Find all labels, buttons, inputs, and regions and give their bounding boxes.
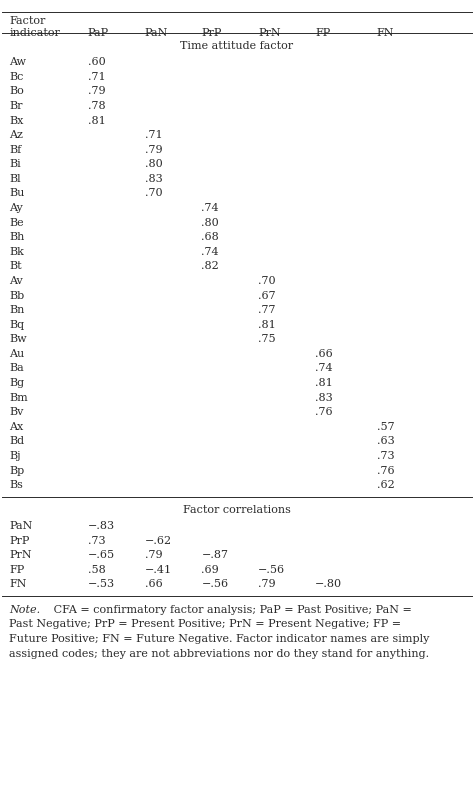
Text: Az: Az bbox=[9, 130, 23, 140]
Text: Bk: Bk bbox=[9, 247, 24, 257]
Text: .76: .76 bbox=[315, 407, 333, 417]
Text: .81: .81 bbox=[258, 320, 276, 330]
Text: .71: .71 bbox=[145, 130, 162, 140]
Text: .73: .73 bbox=[377, 451, 394, 461]
Text: FP: FP bbox=[9, 565, 25, 575]
Text: PrN: PrN bbox=[9, 550, 32, 560]
Text: .74: .74 bbox=[201, 203, 219, 213]
Text: Bx: Bx bbox=[9, 115, 24, 126]
Text: Factor correlations: Factor correlations bbox=[183, 505, 291, 515]
Text: .74: .74 bbox=[201, 247, 219, 257]
Text: indicator: indicator bbox=[9, 28, 60, 38]
Text: .63: .63 bbox=[377, 436, 394, 447]
Text: −.87: −.87 bbox=[201, 550, 228, 560]
Text: −.83: −.83 bbox=[88, 521, 115, 531]
Text: Be: Be bbox=[9, 217, 24, 228]
Text: .58: .58 bbox=[88, 565, 105, 575]
Text: .80: .80 bbox=[145, 160, 162, 169]
Text: Ba: Ba bbox=[9, 363, 24, 374]
Text: Ax: Ax bbox=[9, 422, 24, 431]
Text: .66: .66 bbox=[145, 579, 162, 589]
Text: .81: .81 bbox=[315, 378, 333, 388]
Text: PaN: PaN bbox=[145, 28, 168, 38]
Text: −.56: −.56 bbox=[201, 579, 228, 589]
Text: Bu: Bu bbox=[9, 188, 25, 198]
Text: .83: .83 bbox=[145, 174, 162, 184]
Text: FN: FN bbox=[9, 579, 27, 589]
Text: −.65: −.65 bbox=[88, 550, 115, 560]
Text: .69: .69 bbox=[201, 565, 219, 575]
Text: .83: .83 bbox=[315, 393, 333, 403]
Text: .81: .81 bbox=[88, 115, 105, 126]
Text: −.41: −.41 bbox=[145, 565, 172, 575]
Text: FN: FN bbox=[377, 28, 394, 38]
Text: Past Negative; PrP = Present Positive; PrN = Present Negative; FP =: Past Negative; PrP = Present Positive; P… bbox=[9, 619, 401, 630]
Text: .68: .68 bbox=[201, 233, 219, 242]
Text: Bf: Bf bbox=[9, 144, 22, 155]
Text: .60: .60 bbox=[88, 57, 105, 67]
Text: PrP: PrP bbox=[201, 28, 222, 38]
Text: Bn: Bn bbox=[9, 305, 25, 315]
Text: .75: .75 bbox=[258, 334, 276, 344]
Text: Bp: Bp bbox=[9, 466, 25, 476]
Text: PaN: PaN bbox=[9, 521, 33, 531]
Text: Ay: Ay bbox=[9, 203, 23, 213]
Text: Bj: Bj bbox=[9, 451, 21, 461]
Text: Bs: Bs bbox=[9, 480, 23, 490]
Text: Bd: Bd bbox=[9, 436, 25, 447]
Text: .80: .80 bbox=[201, 217, 219, 228]
Text: assigned codes; they are not abbreviations nor do they stand for anything.: assigned codes; they are not abbreviatio… bbox=[9, 649, 429, 658]
Text: .57: .57 bbox=[377, 422, 394, 431]
Text: Time attitude factor: Time attitude factor bbox=[181, 41, 293, 51]
Text: FP: FP bbox=[315, 28, 330, 38]
Text: −.56: −.56 bbox=[258, 565, 285, 575]
Text: Bb: Bb bbox=[9, 290, 25, 301]
Text: Bc: Bc bbox=[9, 72, 24, 82]
Text: Av: Av bbox=[9, 276, 23, 286]
Text: PaP: PaP bbox=[88, 28, 109, 38]
Text: Future Positive; FN = Future Negative. Factor indicator names are simply: Future Positive; FN = Future Negative. F… bbox=[9, 634, 430, 644]
Text: .71: .71 bbox=[88, 72, 105, 82]
Text: Bv: Bv bbox=[9, 407, 24, 417]
Text: .79: .79 bbox=[145, 144, 162, 155]
Text: .70: .70 bbox=[145, 188, 162, 198]
Text: .70: .70 bbox=[258, 276, 276, 286]
Text: .74: .74 bbox=[315, 363, 333, 374]
Text: Note.: Note. bbox=[9, 605, 41, 615]
Text: .77: .77 bbox=[258, 305, 276, 315]
Text: −.80: −.80 bbox=[315, 579, 342, 589]
Text: .79: .79 bbox=[88, 87, 105, 96]
Text: Bl: Bl bbox=[9, 174, 21, 184]
Text: .66: .66 bbox=[315, 349, 333, 359]
Text: Bt: Bt bbox=[9, 261, 22, 271]
Text: .79: .79 bbox=[258, 579, 276, 589]
Text: Br: Br bbox=[9, 101, 23, 111]
Text: Bw: Bw bbox=[9, 334, 27, 344]
Text: Au: Au bbox=[9, 349, 25, 359]
Text: Factor: Factor bbox=[9, 16, 46, 26]
Text: .78: .78 bbox=[88, 101, 105, 111]
Text: .67: .67 bbox=[258, 290, 276, 301]
Text: .62: .62 bbox=[377, 480, 394, 490]
Text: Bm: Bm bbox=[9, 393, 28, 403]
Text: PrN: PrN bbox=[258, 28, 281, 38]
Text: CFA = confirmatory factor analysis; PaP = Past Positive; PaN =: CFA = confirmatory factor analysis; PaP … bbox=[39, 605, 412, 615]
Text: .79: .79 bbox=[145, 550, 162, 560]
Text: −.62: −.62 bbox=[145, 536, 172, 545]
Text: Bi: Bi bbox=[9, 160, 21, 169]
Text: Bo: Bo bbox=[9, 87, 24, 96]
Text: −.53: −.53 bbox=[88, 579, 115, 589]
Text: Bq: Bq bbox=[9, 320, 25, 330]
Text: Bg: Bg bbox=[9, 378, 25, 388]
Text: .73: .73 bbox=[88, 536, 105, 545]
Text: Aw: Aw bbox=[9, 57, 27, 67]
Text: Bh: Bh bbox=[9, 233, 25, 242]
Text: .76: .76 bbox=[377, 466, 394, 476]
Text: .82: .82 bbox=[201, 261, 219, 271]
Text: PrP: PrP bbox=[9, 536, 30, 545]
